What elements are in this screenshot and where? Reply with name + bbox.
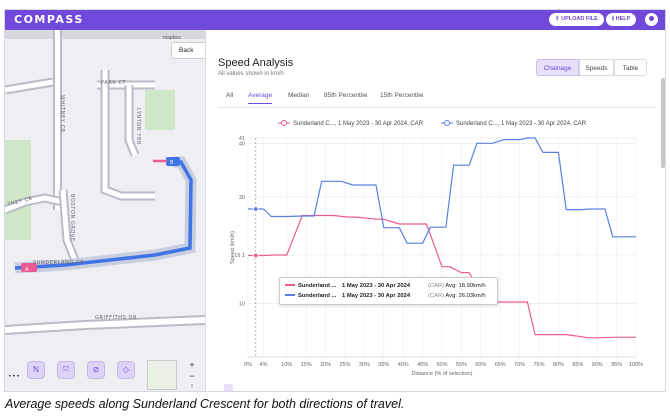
street-label: SUNDERLAND CR [33, 260, 85, 266]
y-tick-label: 19.1 [234, 253, 245, 259]
y-tick-label: 30 [239, 195, 245, 201]
y-tick-label: 10 [239, 302, 245, 308]
x-tick-label: 40% [398, 362, 409, 368]
legend-marker [281, 120, 287, 126]
legend-marker [444, 120, 450, 126]
route-end-marker [166, 157, 180, 166]
stat-tab-all[interactable]: All [226, 92, 234, 99]
x-tick-label: 15% [301, 362, 312, 368]
x-tick-label: 85% [572, 362, 583, 368]
y-tick-label: 41 [239, 136, 245, 142]
x-tick-label: 20% [320, 362, 331, 368]
stat-tab-average[interactable]: Average [248, 92, 273, 104]
shape-tool-button[interactable]: ◇ [117, 361, 135, 379]
x-tick-label: 75% [533, 362, 544, 368]
street-label: BOSTON GROVE [69, 194, 75, 242]
zoom-out-button[interactable]: − [189, 371, 195, 381]
tooltip-row: Sunderland ... 1 May 2023 - 30 Apr 2024 (C… [285, 283, 486, 291]
page-title: Speed Analysis [218, 57, 294, 69]
route-start-marker [21, 263, 37, 272]
figure-caption: Average speeds along Sunderland Crescent… [5, 397, 405, 411]
series-point [253, 206, 259, 212]
upload-icon: ⇪ [555, 16, 562, 22]
x-tick-label: 0% [244, 362, 252, 368]
road [5, 79, 54, 93]
stat-tab-85th[interactable]: 85th Percentile [324, 92, 368, 99]
road [126, 85, 138, 156]
speed-analysis-panel: Speed Analysis All values shown in km/h … [205, 30, 665, 391]
series-line-blue [248, 137, 636, 244]
north-arrow-tool-button[interactable]: N [27, 361, 45, 379]
user-avatar-icon[interactable] [645, 13, 658, 26]
more-options-button[interactable]: ••• [8, 373, 21, 380]
zoom-in-button[interactable]: + [189, 360, 195, 370]
x-tick-label: 50% [436, 362, 447, 368]
y-axis-label: Speed (km/h) [230, 231, 236, 264]
chart-tooltip: Sunderland ... 1 May 2023 - 30 Apr 2024 (C… [279, 277, 498, 305]
export-icon[interactable] [224, 384, 233, 391]
tab-chainage[interactable]: Chainage [536, 59, 579, 76]
green-area [5, 140, 31, 240]
satellite-thumbnail[interactable] [147, 360, 177, 390]
x-tick-label: 10% [281, 362, 292, 368]
x-tick-label: 80% [553, 362, 564, 368]
street-label: GRIFFITHS DR [95, 315, 138, 321]
x-axis-label: Distance (% of selection) [412, 371, 473, 377]
help-button[interactable]: ℹ HELP [606, 13, 637, 26]
legend-entry: Sunderland C..., 1 May 2023 - 30 Apr 202… [293, 121, 424, 127]
x-tick-label: 65% [495, 362, 506, 368]
mapbox-attribution: mapbox [163, 35, 181, 41]
stat-tab-15th[interactable]: 15th Percentile [380, 92, 424, 99]
x-tick-label: 95% [611, 362, 622, 368]
road [5, 317, 205, 333]
road [5, 30, 205, 39]
app-window: COMPASS ⇪ UPLOAD FILE ℹ HELP [4, 9, 666, 392]
series-point [253, 252, 259, 259]
x-tick-label: 4% [260, 362, 268, 368]
tooltip-row: Sunderland ... 1 May 2023 - 30 Apr 2024 (C… [285, 293, 486, 301]
upload-file-button[interactable]: ⇪ UPLOAD FILE [549, 13, 604, 26]
tab-table[interactable]: Table [614, 59, 647, 76]
x-tick-label: 70% [514, 362, 525, 368]
street-label: PARK CT [101, 80, 127, 86]
x-tick-label: 55% [456, 362, 467, 368]
x-tick-label: 45% [417, 362, 428, 368]
legend-entry: Sunderland C..., 1 May 2023 - 30 Apr 202… [456, 121, 587, 127]
green-area [145, 90, 175, 130]
x-tick-label: 35% [378, 362, 389, 368]
tab-divider [218, 107, 656, 108]
y-tick-label: 40 [239, 141, 245, 147]
app-logo: COMPASS [14, 13, 84, 26]
pin-a-label: A [25, 267, 30, 273]
tooltip-swatch-pink [285, 284, 295, 287]
route-tool-button[interactable]: ⤧ [57, 361, 75, 379]
top-bar: COMPASS ⇪ UPLOAD FILE ℹ HELP [5, 10, 665, 30]
road [102, 70, 155, 199]
x-tick-label: 30% [359, 362, 370, 368]
road [5, 195, 64, 213]
x-tick-label: 25% [339, 362, 350, 368]
street-label: WHITNEY CR [59, 95, 65, 133]
map-view[interactable]: WHITNEY CR PARK CT LYNTON TER TNEY CR BO… [5, 30, 205, 391]
tooltip-swatch-blue [285, 294, 295, 297]
road [55, 30, 60, 210]
stat-tab-median[interactable]: Median [288, 92, 310, 99]
selected-route [14, 160, 193, 270]
back-button[interactable]: Back› [171, 42, 205, 59]
x-tick-label: 90% [592, 362, 603, 368]
road [60, 189, 78, 261]
compass-button[interactable]: ↑ [190, 383, 194, 390]
page-subtitle: All values shown in km/h [218, 71, 284, 77]
street-map [5, 30, 205, 391]
tab-speeds[interactable]: Speeds [579, 59, 614, 76]
x-tick-label: 100% [629, 362, 643, 368]
street-label: LYNTON TER [135, 108, 141, 145]
x-tick-label: 60% [475, 362, 486, 368]
panel-scrollbar[interactable] [661, 78, 665, 168]
info-icon: ℹ [612, 16, 616, 22]
hide-tool-button[interactable]: ⊘ [87, 361, 105, 379]
pin-b-label: B [170, 160, 175, 166]
